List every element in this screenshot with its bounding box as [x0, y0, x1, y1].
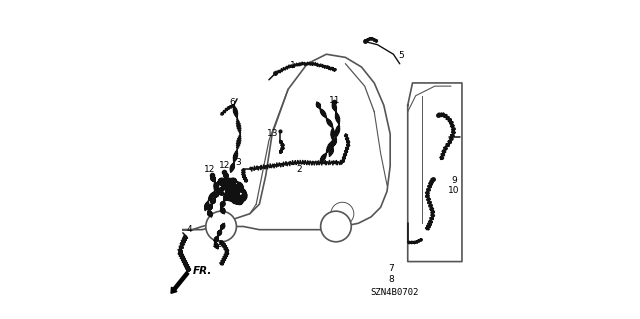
- Text: 1: 1: [290, 61, 296, 70]
- Text: 12: 12: [204, 165, 216, 174]
- Text: FR.: FR.: [193, 266, 212, 276]
- Text: 8: 8: [388, 275, 394, 284]
- Text: 6: 6: [229, 98, 235, 107]
- Text: 12: 12: [219, 161, 230, 170]
- Text: SZN4B0702: SZN4B0702: [371, 288, 419, 297]
- Text: 11: 11: [328, 96, 340, 105]
- Polygon shape: [408, 83, 462, 262]
- Circle shape: [206, 211, 236, 242]
- Text: 9: 9: [451, 176, 457, 185]
- Text: 2: 2: [296, 165, 302, 174]
- Polygon shape: [183, 54, 390, 230]
- Text: 10: 10: [448, 186, 460, 195]
- Circle shape: [331, 202, 354, 225]
- Text: 3: 3: [236, 158, 241, 167]
- Text: 13: 13: [268, 129, 279, 138]
- Text: 4: 4: [186, 225, 192, 234]
- FancyArrow shape: [171, 272, 189, 293]
- Text: 5: 5: [399, 51, 404, 60]
- Circle shape: [321, 211, 351, 242]
- Text: 7: 7: [388, 264, 394, 273]
- Text: 12: 12: [212, 240, 223, 249]
